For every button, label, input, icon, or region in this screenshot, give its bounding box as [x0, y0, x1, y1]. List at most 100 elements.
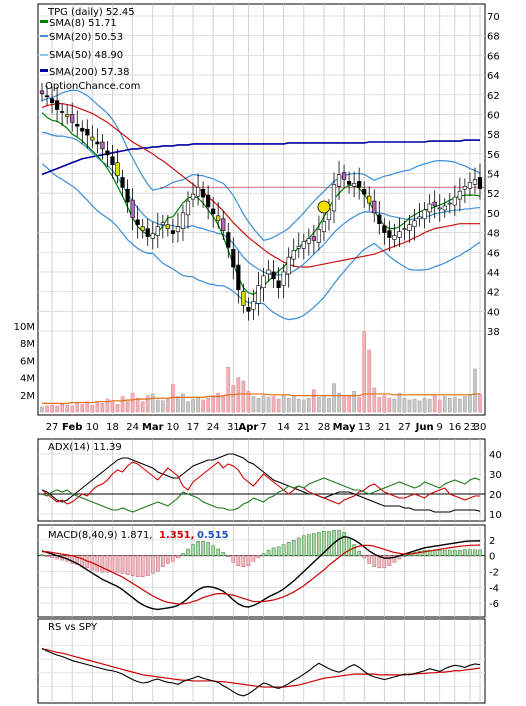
- x-tick-label: 27: [398, 422, 411, 433]
- legend: SMA(8) 51.71 SMA(20) 50.53 SMA(50) 48.90…: [40, 18, 140, 92]
- candle-body: [427, 203, 432, 213]
- macd-histogram-bar: [150, 555, 155, 574]
- x-tick-label: 27: [46, 422, 59, 433]
- macd-histogram-bar: [281, 544, 286, 556]
- candle-body: [352, 183, 357, 187]
- macd-y-tick-label: 0: [489, 552, 495, 563]
- macd-histogram-bar: [75, 555, 80, 565]
- macd-histogram-bar: [276, 546, 281, 556]
- macd-signal-value: 1.351,: [159, 530, 194, 541]
- volume-bar: [427, 398, 432, 413]
- candle-body: [85, 128, 90, 136]
- volume-bar: [110, 400, 115, 413]
- candle-body: [105, 150, 110, 156]
- volume-bar: [55, 405, 59, 413]
- macd-histogram-bar: [201, 541, 205, 556]
- y-tick-label: 62: [487, 91, 500, 102]
- x-tick-label: 9: [437, 422, 443, 433]
- volume-bar: [463, 396, 467, 413]
- volume-bar: [90, 404, 95, 413]
- x-tick-label: 16: [448, 422, 461, 433]
- volume-bar: [332, 383, 336, 413]
- y-tick-label: 64: [487, 71, 500, 82]
- y-tick-label: 44: [487, 268, 500, 279]
- y-tick-label: 40: [487, 307, 500, 318]
- candle-body: [100, 141, 105, 150]
- macd-histogram-bar: [473, 549, 477, 556]
- y-tick-label: 58: [487, 130, 500, 141]
- candle-body: [417, 216, 422, 220]
- candle-body: [367, 195, 372, 204]
- macd-histogram-bar: [145, 555, 150, 576]
- volume-bar: [447, 397, 452, 413]
- macd-histogram-bar: [236, 555, 241, 566]
- macd-histogram-bar: [347, 537, 351, 556]
- candle-body: [60, 111, 65, 113]
- macd-histogram-bar: [176, 555, 180, 559]
- volume-bar: [176, 396, 180, 413]
- macd-histogram-bar: [437, 549, 442, 556]
- legend-label-sma8: SMA(8) 51.71: [49, 18, 117, 29]
- candle-body: [185, 200, 191, 216]
- legend-label-sma200: SMA(200) 57.38: [49, 67, 130, 78]
- candle-body: [95, 141, 100, 145]
- volume-bar: [166, 397, 170, 413]
- legend-label-sma50: SMA(50) 48.90: [49, 50, 123, 61]
- x-tick-label: 10: [86, 422, 99, 433]
- x-tick-label: 18: [106, 422, 119, 433]
- macd-histogram-bar: [312, 533, 316, 556]
- volume-bar: [362, 330, 367, 413]
- candle-body: [90, 136, 95, 141]
- macd-histogram-bar: [271, 547, 276, 556]
- x-tick-label: 30: [474, 422, 487, 433]
- macd-histogram-bar: [296, 537, 301, 556]
- macd-y-tick-label: -4: [489, 583, 499, 594]
- volume-bar: [417, 400, 422, 413]
- macd-histogram-bar: [256, 555, 261, 559]
- macd-histogram-bar: [186, 548, 190, 556]
- volume-average-line: [42, 393, 480, 404]
- macd-y-tick-label: 2: [489, 536, 495, 547]
- macd-title: MACD(8,40,9) 1.871,: [48, 530, 153, 541]
- price-panel: [37, 3, 486, 416]
- macd-histogram-bar: [352, 544, 356, 556]
- candle-body: [362, 188, 367, 195]
- macd-histogram-bar: [367, 555, 372, 564]
- lower-band-line: [41, 163, 481, 321]
- volume-bar: [372, 387, 377, 413]
- volume-bar: [160, 400, 165, 413]
- volume-bar: [211, 395, 216, 413]
- x-tick-label: 17: [187, 422, 200, 433]
- candle-body: [170, 230, 175, 234]
- y-tick-label: 60: [487, 110, 500, 121]
- candle-body: [221, 218, 226, 231]
- volume-bar: [337, 392, 341, 413]
- di-minus-line: [41, 461, 480, 505]
- x-tick-label: Apr: [238, 422, 258, 433]
- volume-bar: [201, 399, 205, 413]
- sma50-line: [41, 103, 480, 268]
- candle-body: [201, 188, 206, 198]
- y-tick-label: 46: [487, 248, 500, 259]
- candle-body: [387, 230, 392, 238]
- candle-body: [286, 256, 291, 275]
- legend-swatch-sma50: [40, 54, 48, 56]
- volume-bar: [468, 394, 472, 413]
- volume-bar: [266, 397, 271, 413]
- candle-body: [296, 246, 301, 249]
- macd-histogram-bar: [125, 555, 130, 575]
- legend-swatch-sma20: [40, 35, 48, 37]
- candle-body: [442, 205, 447, 211]
- macd-histogram-bar: [357, 551, 362, 556]
- candle-body: [110, 156, 115, 165]
- macd-histogram-bar: [322, 531, 326, 556]
- volume-bar: [437, 399, 442, 413]
- macd-histogram-bar: [226, 555, 231, 558]
- candle-body: [160, 222, 165, 225]
- macd-histogram-bar: [130, 555, 135, 576]
- candle-body: [135, 219, 140, 225]
- watermark: OptionChance.com: [45, 81, 140, 92]
- x-tick-label: 14: [277, 422, 290, 433]
- volume-bar: [241, 380, 246, 413]
- volume-bar: [135, 397, 140, 413]
